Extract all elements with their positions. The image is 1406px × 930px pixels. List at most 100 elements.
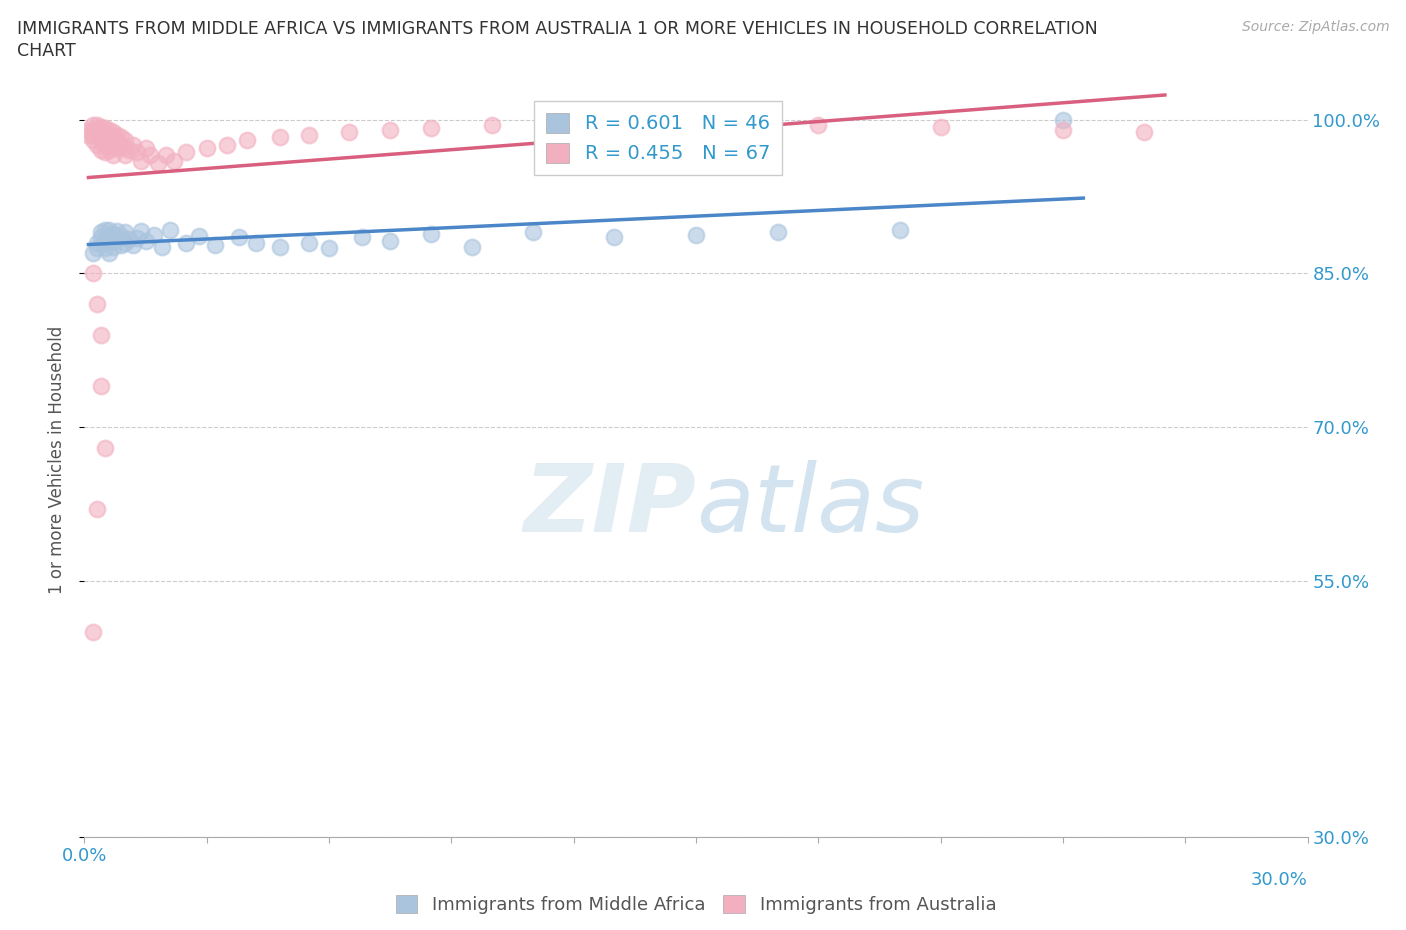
- Point: [97, 230, 120, 245]
- Point: [159, 223, 181, 238]
- Point: [86, 240, 108, 255]
- Point: [114, 235, 136, 250]
- Point: [174, 235, 197, 250]
- Point: [93, 138, 115, 153]
- Point: [90, 225, 112, 240]
- Point: [118, 143, 141, 158]
- Point: [97, 246, 120, 260]
- Point: [101, 125, 124, 140]
- Point: [269, 129, 291, 144]
- Point: [685, 228, 707, 243]
- Point: [187, 229, 209, 244]
- Point: [101, 129, 124, 144]
- Point: [110, 138, 132, 153]
- Point: [122, 138, 145, 153]
- Point: [105, 127, 128, 142]
- Point: [82, 246, 104, 260]
- Point: [766, 225, 789, 240]
- Point: [420, 120, 443, 135]
- Point: [135, 140, 157, 155]
- Point: [318, 240, 340, 255]
- Point: [174, 145, 197, 160]
- Point: [236, 133, 259, 148]
- Point: [101, 138, 124, 153]
- Point: [97, 127, 120, 142]
- Point: [86, 127, 108, 142]
- Point: [228, 230, 250, 245]
- Point: [101, 233, 124, 248]
- Point: [114, 148, 136, 163]
- Point: [90, 230, 112, 245]
- Point: [135, 233, 157, 248]
- Point: [380, 233, 402, 248]
- Text: atlas: atlas: [696, 460, 924, 551]
- Point: [93, 130, 115, 145]
- Point: [155, 148, 177, 163]
- Point: [93, 235, 115, 250]
- Point: [204, 237, 226, 252]
- Point: [110, 237, 132, 252]
- Point: [86, 297, 108, 312]
- Point: [93, 145, 115, 160]
- Point: [82, 266, 104, 281]
- Point: [90, 327, 112, 342]
- Point: [93, 126, 115, 140]
- Point: [420, 227, 443, 242]
- Point: [101, 148, 124, 163]
- Point: [163, 153, 186, 168]
- Text: CHART: CHART: [17, 42, 76, 60]
- Point: [82, 117, 104, 132]
- Point: [82, 625, 104, 640]
- Point: [217, 138, 239, 153]
- Point: [127, 231, 149, 246]
- Point: [93, 240, 115, 255]
- Point: [114, 133, 136, 148]
- Point: [97, 123, 120, 138]
- Point: [685, 117, 707, 132]
- Point: [101, 239, 124, 254]
- Point: [90, 379, 112, 393]
- Point: [82, 123, 104, 138]
- Point: [86, 138, 108, 153]
- Point: [105, 232, 128, 247]
- Text: Source: ZipAtlas.com: Source: ZipAtlas.com: [1241, 20, 1389, 34]
- Point: [90, 125, 112, 140]
- Point: [142, 228, 165, 243]
- Point: [269, 239, 291, 254]
- Legend: Immigrants from Middle Africa, Immigrants from Australia: Immigrants from Middle Africa, Immigrant…: [388, 887, 1004, 922]
- Point: [110, 229, 132, 244]
- Point: [1052, 123, 1074, 138]
- Point: [93, 440, 115, 455]
- Point: [97, 143, 120, 158]
- Point: [105, 135, 128, 150]
- Point: [105, 140, 128, 155]
- Point: [1052, 113, 1074, 127]
- Point: [889, 223, 911, 238]
- Point: [97, 135, 120, 150]
- Point: [481, 117, 503, 132]
- Point: [138, 148, 160, 163]
- Point: [77, 127, 100, 142]
- Point: [82, 133, 104, 148]
- Point: [298, 127, 321, 142]
- Point: [929, 119, 952, 134]
- Point: [77, 123, 100, 138]
- Point: [105, 224, 128, 239]
- Point: [101, 227, 124, 242]
- Point: [86, 501, 108, 516]
- Text: ZIP: ZIP: [523, 459, 696, 551]
- Point: [90, 119, 112, 134]
- Point: [90, 133, 112, 148]
- Point: [118, 232, 141, 247]
- Point: [245, 235, 267, 250]
- Point: [114, 225, 136, 240]
- Y-axis label: 1 or more Vehicles in Household: 1 or more Vehicles in Household: [48, 326, 66, 594]
- Point: [86, 123, 108, 138]
- Point: [150, 239, 173, 254]
- Point: [110, 129, 132, 144]
- Point: [350, 230, 373, 245]
- Point: [131, 153, 153, 168]
- Point: [522, 225, 544, 240]
- Point: [603, 230, 626, 245]
- Point: [86, 117, 108, 132]
